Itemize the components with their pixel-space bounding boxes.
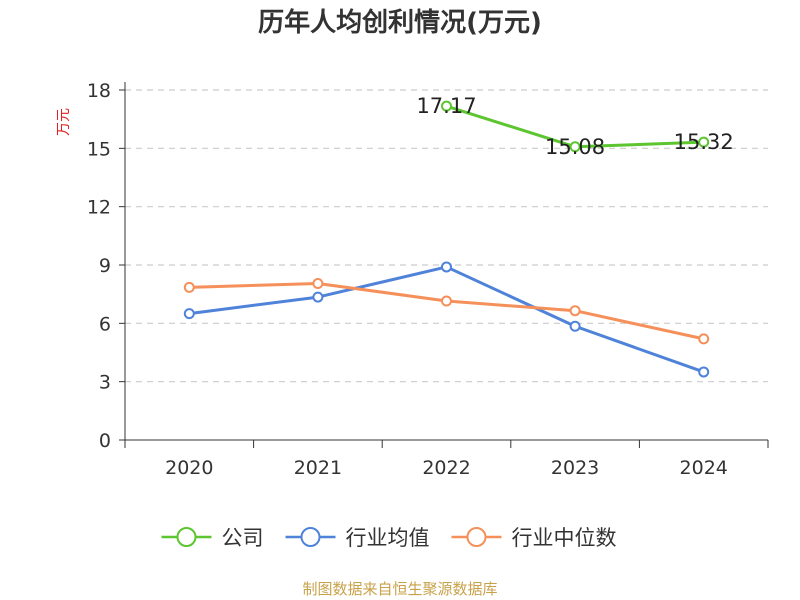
chart-title: 历年人均创利情况(万元) [258,8,542,38]
data-point [569,320,581,332]
x-tick-label: 2021 [294,457,342,479]
y-tick-label: 18 [87,80,111,102]
data-point [312,291,324,303]
series-line [189,265,705,374]
legend-label: 行业中位数 [512,526,617,550]
y-tick-label: 3 [99,372,111,394]
axes: 0 3 6 9 12 15 18 2020 2021 2022 2023 2024 万元 [56,80,769,479]
data-label: 15.08 [545,135,605,159]
y-tick-label: 9 [99,255,111,277]
legend-marker [176,527,197,547]
data-point [183,308,195,320]
legend-item[interactable]: 公司 [161,526,264,550]
legend-marker [466,527,487,547]
source-note: 制图数据来自恒生聚源数据库 [302,580,498,598]
data-point [441,261,452,273]
y-tick-label: 15 [87,138,111,160]
data-point [698,333,710,345]
data-label: 15.32 [674,130,734,154]
data-point [312,277,324,289]
data-point [698,136,710,148]
x-tick-label: 2023 [551,457,599,479]
legend-marker [300,527,321,547]
y-tick-label: 12 [87,197,111,219]
legend-label: 行业均值 [346,526,430,550]
series [183,100,710,378]
y-tick-label: 6 [99,313,111,335]
data-point [441,295,452,307]
data-labels: 17.17 15.08 15.32 [416,94,733,159]
data-label: 17.17 [416,94,476,118]
legend[interactable]: 公司 行业均值 行业中位数 [161,526,617,550]
data-point [183,281,195,293]
x-tick-label: 2024 [680,457,728,479]
data-point [441,100,452,112]
legend-label: 公司 [222,526,264,550]
legend-item[interactable]: 行业中位数 [451,526,617,550]
series-line [189,281,705,341]
gridlines [125,89,768,383]
x-tick-label: 2020 [165,457,213,479]
data-point [569,305,581,317]
y-tick-label: 0 [99,430,111,452]
legend-item[interactable]: 行业均值 [285,526,430,550]
data-point [569,141,581,153]
x-tick-label: 2022 [422,457,470,479]
y-axis-unit: 万元 [56,108,72,136]
data-point [698,366,710,378]
